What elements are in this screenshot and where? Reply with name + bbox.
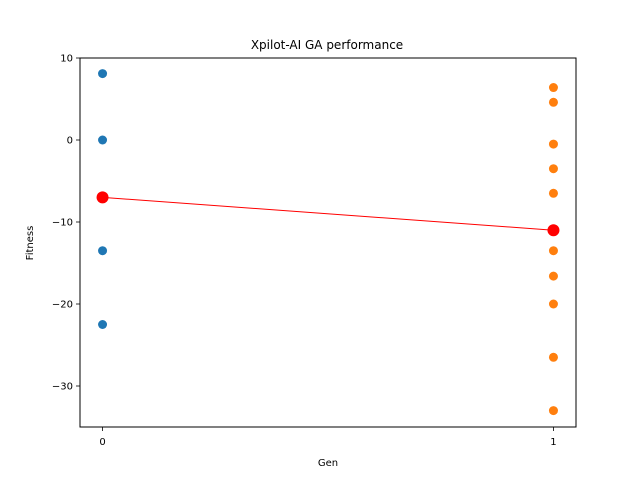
series-2-point [548, 139, 558, 149]
series-2-point [548, 299, 558, 309]
series-2-point [548, 271, 558, 281]
mean-series [96, 191, 560, 237]
series-2-point [548, 164, 558, 174]
x-axis-label: Gen [318, 458, 338, 469]
mean-point [547, 224, 560, 237]
series-2-point [548, 246, 558, 256]
series-1-point [98, 135, 108, 145]
series-2-point [548, 188, 558, 198]
x-tick-label: 1 [550, 437, 556, 448]
chart-title: Xpilot-AI GA performance [251, 38, 403, 52]
series-2-point [548, 352, 558, 362]
mean-line [102, 196, 554, 231]
plot-area [79, 57, 577, 428]
series-1-point [98, 320, 108, 329]
y-tick-label: −10 [52, 218, 73, 229]
y-tick-label: −30 [52, 382, 73, 393]
y-axis-label: Fitness [25, 226, 36, 261]
y-axis: 10 0 −10 −20 −30 [52, 54, 80, 393]
series-1-point [98, 246, 108, 256]
series-2-point [548, 97, 558, 107]
y-tick-label: −20 [52, 300, 73, 311]
y-tick-label: 10 [60, 54, 73, 65]
series-1-point [98, 69, 108, 79]
y-tick-label: 0 [67, 136, 73, 147]
points [98, 69, 558, 416]
x-tick-label: 0 [99, 437, 105, 448]
series-2-point [548, 406, 558, 416]
series-2-point [548, 83, 558, 93]
mean-point [96, 191, 109, 204]
